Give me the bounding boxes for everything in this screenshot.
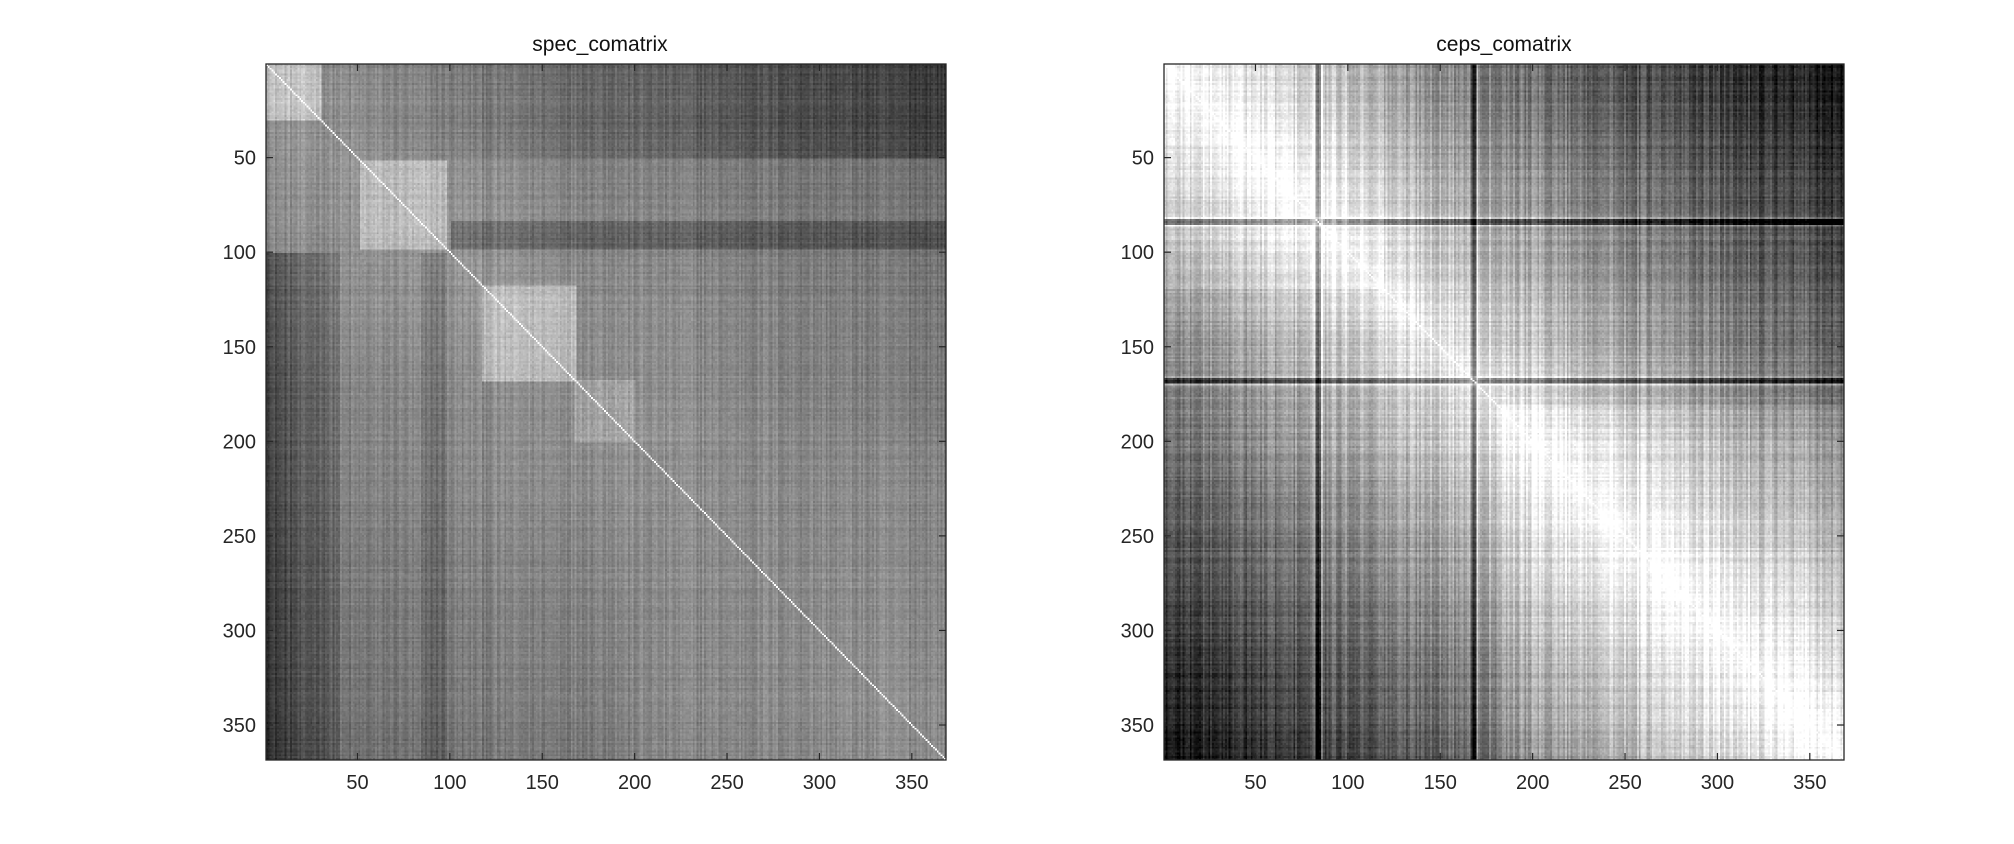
chart-title-spec: spec_comatrix [532, 33, 668, 56]
spec-xtick-label: 300 [803, 772, 836, 794]
y-ticks-ceps: 50 100 150 200 250 300 350 [1121, 148, 1844, 737]
chart-title-ceps: ceps_comatrix [1436, 33, 1572, 56]
heatmap-image-spec [266, 64, 946, 760]
spec-ytick-label: 250 [223, 526, 256, 548]
ceps-ytick-label: 50 [1132, 148, 1154, 170]
ceps-ytick-label: 100 [1121, 242, 1154, 264]
ceps-xtick-label: 300 [1701, 772, 1734, 794]
spec-xtick-label: 350 [895, 772, 928, 794]
panel-spec-comatrix: spec_comatrix 50 100 150 200 250 300 350 50 100… [223, 33, 947, 794]
x-ticks-spec: 50 100 150 200 250 300 350 [346, 64, 929, 794]
spec-ytick-label: 150 [223, 337, 256, 359]
spec-xtick-label: 100 [433, 772, 466, 794]
axes-box-ceps [1163, 63, 1845, 761]
ceps-xtick-label: 350 [1793, 772, 1826, 794]
x-ticks-ceps: 50 100 150 200 250 300 350 [1244, 64, 1827, 794]
spec-xtick-label: 150 [526, 772, 559, 794]
ceps-ytick-label: 200 [1121, 431, 1154, 453]
ceps-xtick-label: 150 [1424, 772, 1457, 794]
spec-xtick-label: 50 [346, 772, 368, 794]
ceps-xtick-label: 100 [1331, 772, 1364, 794]
ceps-ytick-label: 350 [1121, 715, 1154, 737]
spec-xtick-label: 250 [710, 772, 743, 794]
spec-ytick-label: 50 [234, 148, 256, 170]
axes-box-spec [265, 63, 947, 761]
ceps-ytick-label: 150 [1121, 337, 1154, 359]
ceps-xtick-label: 250 [1608, 772, 1641, 794]
spec-ytick-label: 300 [223, 620, 256, 642]
ceps-xtick-label: 50 [1244, 772, 1266, 794]
heatmap-image-ceps [1164, 64, 1844, 760]
spec-ytick-label: 200 [223, 431, 256, 453]
spec-xtick-label: 200 [618, 772, 651, 794]
spec-ytick-label: 350 [223, 715, 256, 737]
ceps-xtick-label: 200 [1516, 772, 1549, 794]
ceps-ytick-label: 300 [1121, 620, 1154, 642]
ceps-ytick-label: 250 [1121, 526, 1154, 548]
spec-ytick-label: 100 [223, 242, 256, 264]
y-ticks-spec: 50 100 150 200 250 300 350 [223, 148, 946, 737]
heatmap-spec-comatrix: 50 100 150 200 250 300 350 50 100 150 200 250 300 35… [223, 63, 947, 794]
